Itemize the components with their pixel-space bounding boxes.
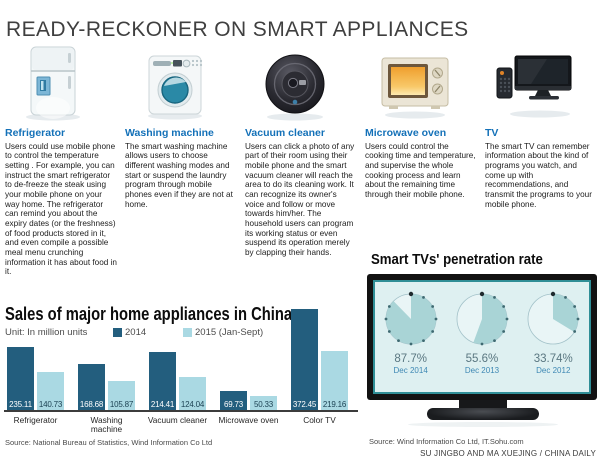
appliance-name: Vacuum cleaner (245, 127, 325, 139)
bar-value-label: 50.33 (253, 400, 274, 409)
appliance-name: Refrigerator (5, 127, 66, 139)
bar-2015-washing-machine: 105.87 (108, 381, 135, 410)
appliance-description: Users can click a photo of any part of t… (245, 141, 355, 257)
washing-machine-icon (125, 46, 237, 122)
bar-value-label: 219.16 (322, 400, 347, 409)
pie-chart-dec-2014 (384, 291, 438, 346)
pie-percent-label: 33.74% (533, 353, 573, 365)
pie-percent-label: 55.6% (465, 353, 499, 365)
appliance-description: The smart washing machine allows users t… (125, 141, 233, 209)
sales-chart-title: Sales of major home appliances in China (5, 304, 293, 324)
penetration-section: Smart TVs' penetration rate 87.7% Dec 201… (367, 251, 598, 427)
appliance-column-refrigerator: Refrigerator Users could use mobile phon… (5, 46, 117, 277)
appliance-description: The smart TV can remember information ab… (485, 141, 592, 209)
pie-percent-label: 87.7% (394, 353, 427, 365)
appliance-name: Microwave oven (365, 127, 447, 139)
bar-value-label: 372.45 (292, 400, 317, 409)
bar-value-label: 105.87 (109, 400, 134, 409)
microwave-oven-icon (365, 46, 477, 122)
unit-label: Unit: In million units (5, 327, 88, 338)
bar-value-label: 168.68 (79, 400, 104, 409)
bar-value-label: 69.73 (223, 400, 244, 409)
chart-legend: Unit: In million units 2014 2015 (Jan-Se… (5, 327, 361, 339)
pie-date-label: Dec 2012 (536, 366, 571, 375)
bar-value-label: 140.73 (38, 400, 63, 409)
bar-2015-vacuum-cleaner: 124.04 (179, 377, 206, 410)
bar-2014-color-tv: 372.45 (291, 309, 318, 410)
tv-icon (485, 46, 597, 122)
bar-value-label: 124.04 (180, 400, 205, 409)
appliance-column-washing-machine: Washing machine The smart washing machin… (125, 46, 237, 277)
tv-screen: 87.7% Dec 2014 55.6% Dec 2013 33.74% Dec 2012 (373, 280, 591, 394)
appliance-column-vacuum-cleaner: Vacuum cleaner Users can click a photo o… (245, 46, 357, 277)
penetration-source: Source: Wind Information Co Ltd, IT.Sohu… (369, 437, 524, 446)
legend-item-2014: 2014 (113, 327, 146, 338)
pie-chart-dec-2013 (456, 291, 509, 346)
legend-label-2014: 2014 (125, 327, 147, 338)
legend-swatch-2014 (113, 328, 122, 337)
sales-bar-chart: Sales of major home appliances in China … (4, 301, 362, 463)
pie-cell-dec-2014: 87.7% Dec 2014 (375, 282, 446, 392)
bar-category-label: Washing machine (90, 415, 123, 435)
bar-plot-area: 235.11 140.73 Refrigerator 168.68 105.87 Wash… (4, 301, 362, 463)
bar-2015-microwave-oven: 50.33 (250, 396, 277, 410)
pie-cell-dec-2012: 33.74% Dec 2012 (518, 282, 589, 392)
appliance-name: Washing machine (125, 127, 214, 139)
appliance-columns: Refrigerator Users could use mobile phon… (5, 46, 597, 277)
bar-value-label: 214.41 (150, 400, 175, 409)
byline-credit: SU JINGBO AND MA XUEJING / CHINA DAILY (420, 449, 596, 458)
penetration-title: Smart TVs' penetration rate (371, 251, 543, 268)
tv-stand-base (426, 408, 539, 420)
bar-category-label: Color TV (303, 415, 336, 425)
bar-category-label: Refrigerator (13, 415, 58, 425)
legend-swatch-2015 (183, 328, 192, 337)
legend-label-2015: 2015 (Jan-Sept) (195, 327, 264, 338)
pie-date-label: Dec 2013 (464, 366, 500, 375)
legend-item-2015: 2015 (Jan-Sept) (183, 327, 263, 338)
bar-2014-refrigerator: 235.11 (7, 347, 34, 410)
bar-2014-microwave-oven: 69.73 (220, 391, 247, 410)
appliance-column-microwave-oven: Microwave oven Users could control the c… (365, 46, 477, 277)
page-title: READY-RECKONER ON SMART APPLIANCES (6, 18, 469, 42)
appliance-name: TV (485, 127, 499, 139)
appliance-description: Users could control the cooking time and… (365, 141, 476, 199)
vacuum-cleaner-icon (245, 46, 357, 122)
bar-category-label: Vacuum cleaner (147, 415, 208, 425)
appliance-column-tv: TV The smart TV can remember information… (485, 46, 597, 277)
bar-value-label: 235.11 (9, 400, 32, 409)
sales-source: Source: National Bureau of Statistics, W… (5, 438, 213, 447)
tv-shadow (407, 422, 558, 427)
bar-2014-washing-machine: 168.68 (78, 364, 105, 410)
bar-2015-refrigerator: 140.73 (37, 372, 64, 410)
refrigerator-icon (5, 46, 117, 122)
bar-category-label: Microwave oven (218, 415, 279, 425)
bar-2014-vacuum-cleaner: 214.41 (149, 352, 176, 410)
appliance-description: Users could use mobile phone to control … (5, 141, 117, 277)
tv-stand-neck (458, 400, 507, 408)
tv-frame-graphic: 87.7% Dec 2014 55.6% Dec 2013 33.74% Dec 2012 (367, 274, 597, 400)
pie-date-label: Dec 2014 (393, 366, 428, 375)
pie-chart-dec-2012 (527, 291, 580, 345)
bar-2015-color-tv: 219.16 (321, 351, 348, 410)
pie-cell-dec-2013: 55.6% Dec 2013 (446, 282, 517, 392)
x-axis-line (4, 410, 358, 412)
